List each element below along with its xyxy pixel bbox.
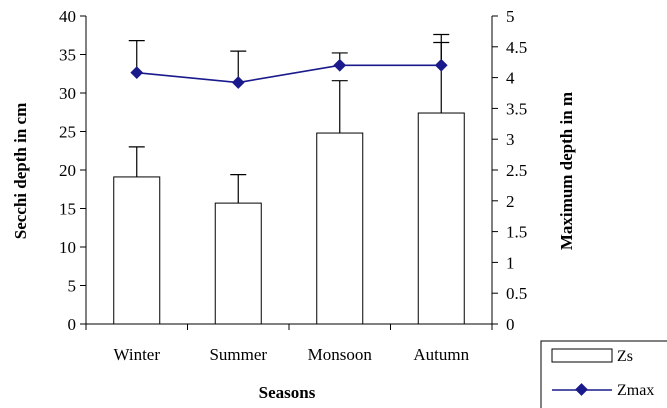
zmax-point-autumn [434, 58, 448, 72]
x-axis-title: Seasons [259, 383, 316, 402]
right-axis-title: Maximum depth in m [557, 92, 576, 250]
left-tick-label: 40 [59, 7, 76, 26]
x-axis: Winter Summer Monsoon Autumn [85, 323, 493, 364]
x-tick-label: Winter [113, 345, 160, 364]
bar-monsoon [316, 132, 364, 325]
left-tick-label: 5 [68, 277, 77, 296]
zmax-point-winter [130, 66, 144, 80]
bar-series-zs [113, 33, 465, 325]
x-tick-label: Autumn [413, 345, 469, 364]
right-tick-label: 4.5 [506, 38, 527, 57]
left-y-axis: 0 5 10 15 20 25 30 35 40 [59, 7, 87, 334]
right-tick-label: 2.5 [506, 161, 527, 180]
x-tick-label: Monsoon [308, 345, 373, 364]
left-tick-label: 35 [59, 46, 76, 65]
bar-summer [214, 202, 262, 325]
legend: Zs Zmax [540, 340, 667, 408]
right-tick-label: 5 [506, 7, 515, 26]
right-tick-label: 0 [506, 315, 515, 334]
left-tick-label: 30 [59, 84, 76, 103]
x-tick-label: Summer [209, 345, 267, 364]
right-tick-label: 1.5 [506, 223, 527, 242]
bar-autumn [417, 112, 465, 325]
bar-winter [113, 176, 161, 325]
left-axis-title: Secchi depth in cm [11, 103, 30, 239]
legend-label-zs: Zs [617, 348, 633, 365]
zmax-line [136, 64, 442, 84]
line-series-zmax [128, 40, 450, 89]
right-tick-label: 3 [506, 130, 515, 149]
left-tick-label: 10 [59, 238, 76, 257]
legend-label-zmax: Zmax [617, 382, 654, 399]
right-tick-label: 3.5 [506, 99, 527, 118]
zmax-point-monsoon [333, 58, 347, 72]
left-tick-label: 25 [59, 123, 76, 142]
right-y-axis: 0 0.5 1 1.5 2 2.5 3 3.5 4 4.5 5 [491, 7, 527, 334]
right-tick-label: 2 [506, 192, 515, 211]
right-tick-label: 4 [506, 69, 515, 88]
legend-bar-swatch [551, 348, 613, 363]
left-tick-label: 15 [59, 200, 76, 219]
right-tick-label: 0.5 [506, 284, 527, 303]
zmax-point-summer [231, 76, 245, 89]
left-tick-label: 0 [68, 315, 77, 334]
right-tick-label: 1 [506, 253, 515, 272]
left-tick-label: 20 [59, 161, 76, 180]
